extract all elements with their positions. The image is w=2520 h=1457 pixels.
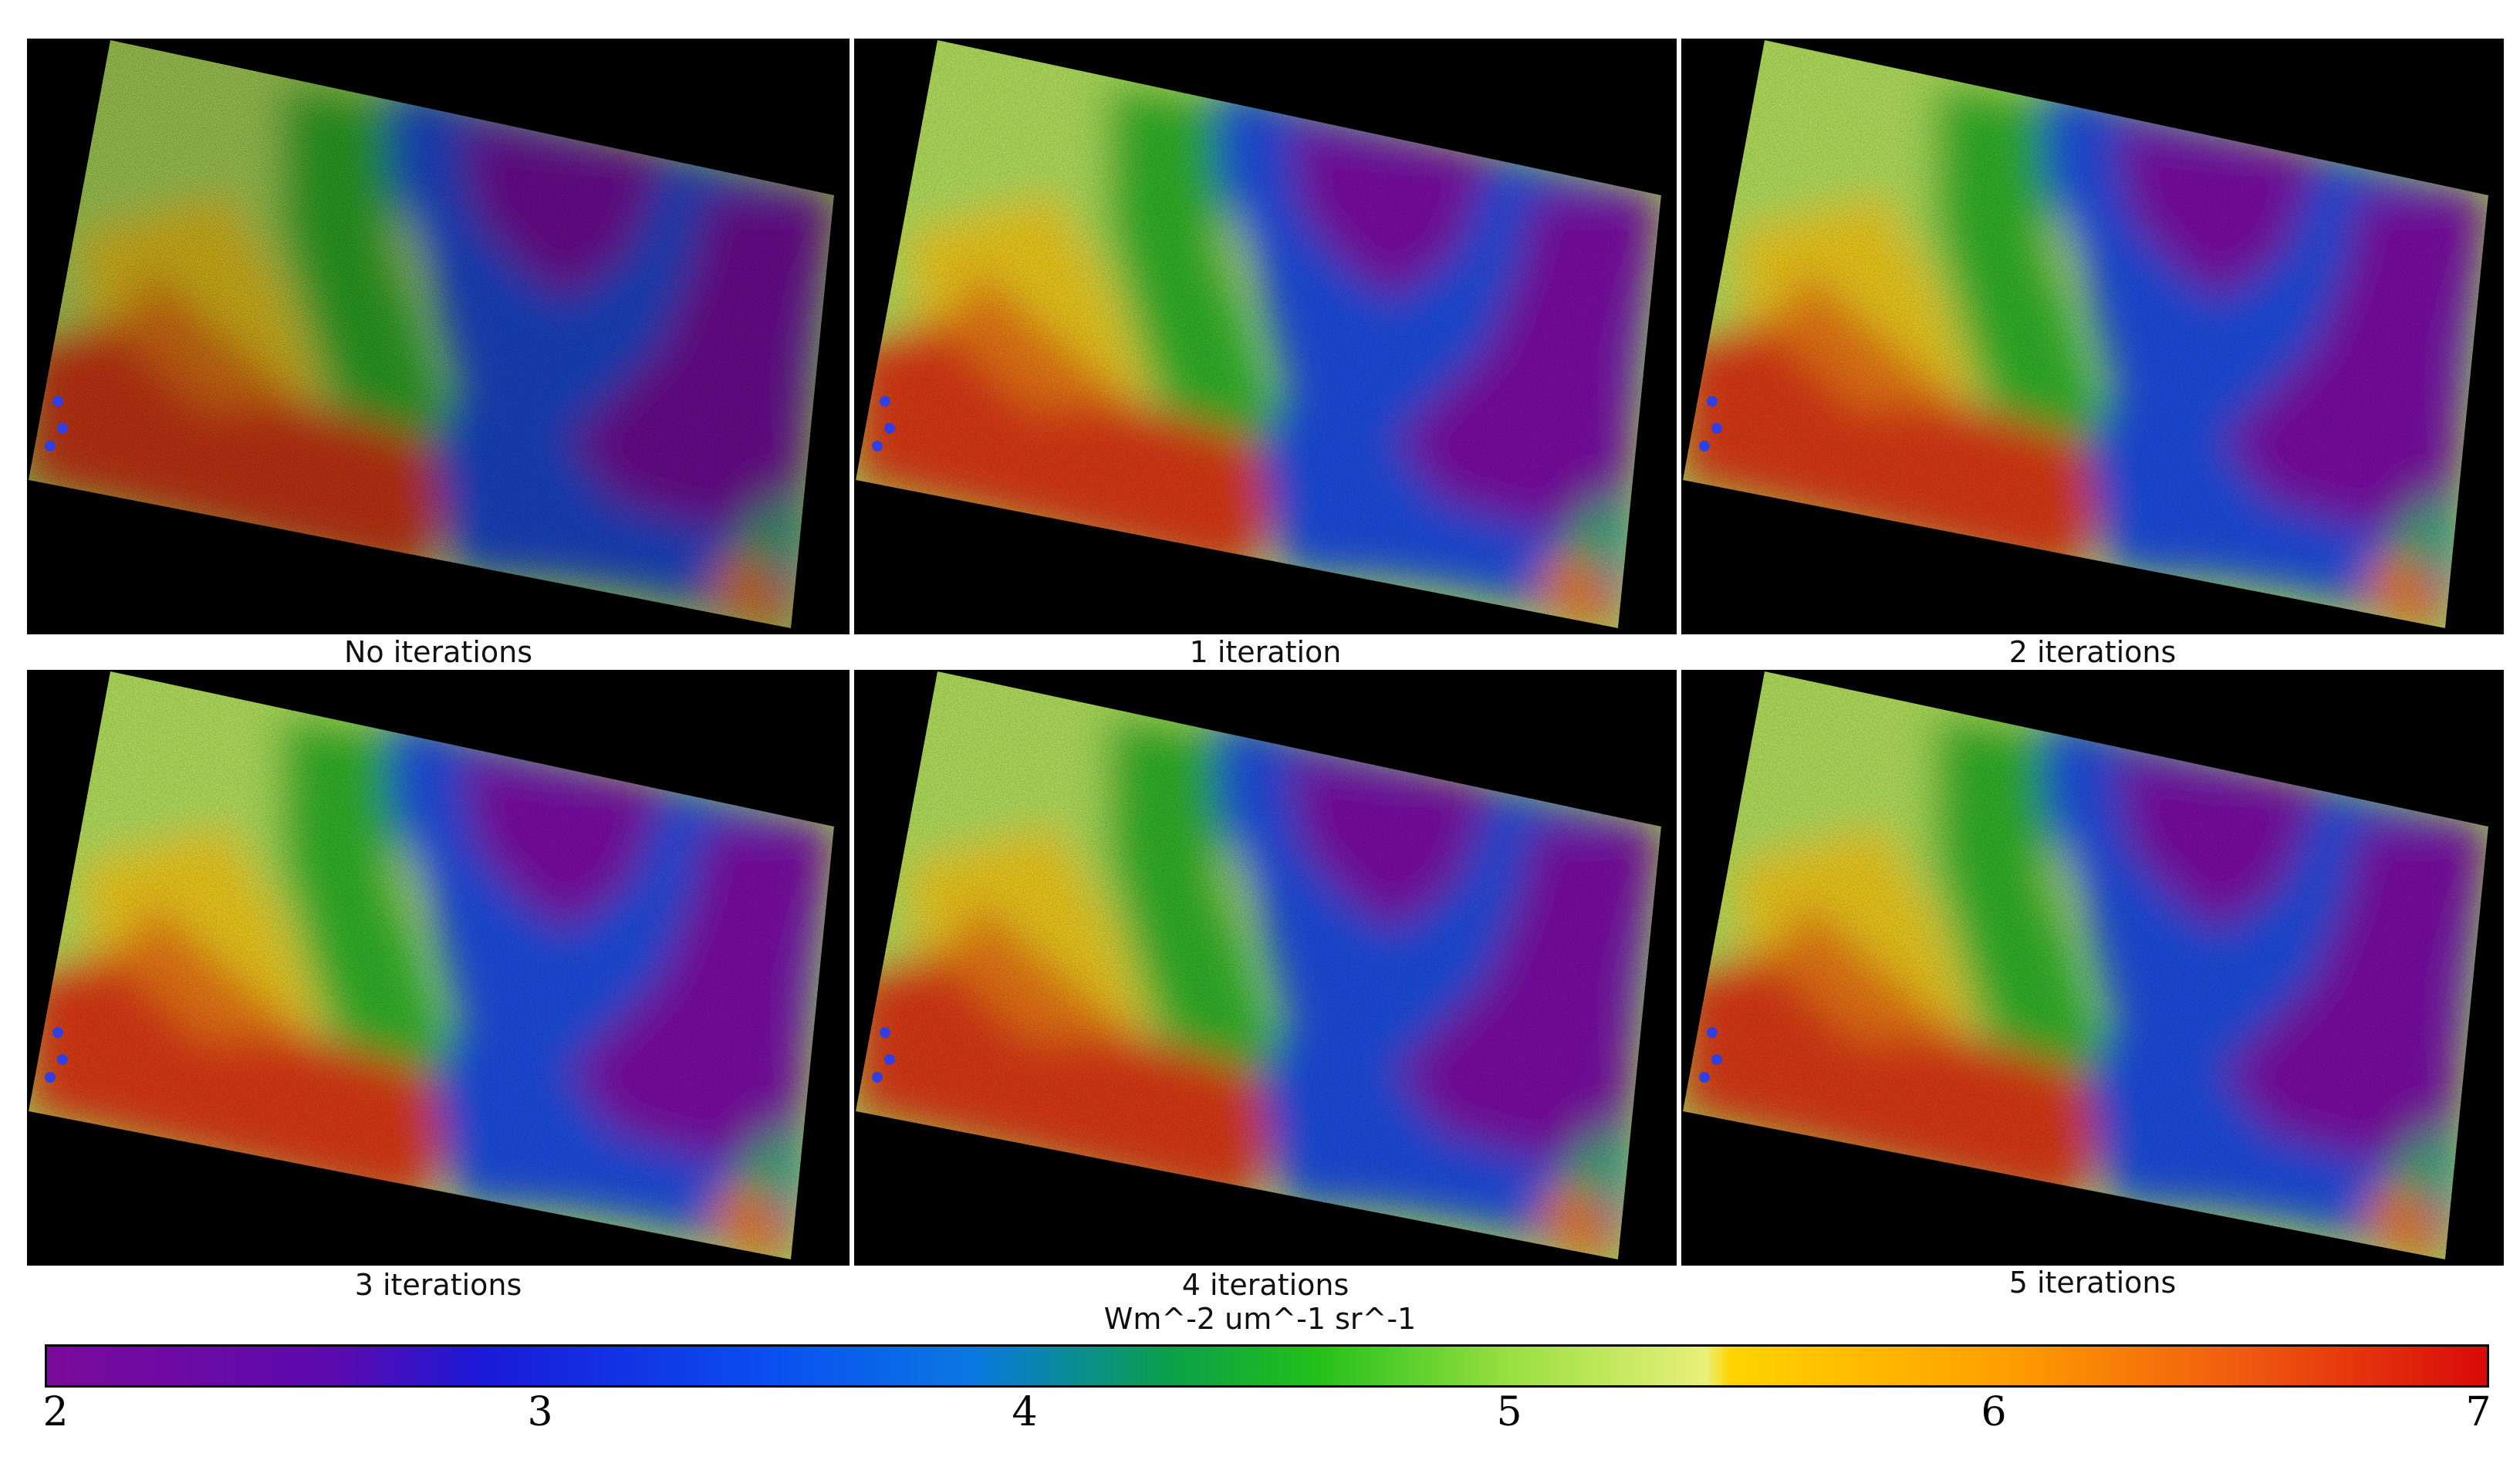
feature-spot — [45, 1072, 56, 1083]
colorbar — [45, 1344, 2489, 1388]
map-image — [1681, 39, 2504, 634]
colorbar-tick-label: 7 — [2465, 1389, 2491, 1435]
colorbar-unit-label: Wm^-2 um^-1 sr^-1 — [1103, 1302, 1417, 1336]
feature-spot — [880, 396, 890, 407]
map-image — [1681, 670, 2504, 1266]
caption-3-iterations: 3 iterations — [354, 1268, 522, 1302]
feature-spot — [884, 423, 895, 434]
panel-3-iterations — [27, 670, 850, 1266]
colorbar-tick-label: 4 — [1012, 1389, 1038, 1435]
feature-spot — [52, 396, 63, 407]
map-image — [854, 670, 1677, 1266]
feature-spot — [1699, 441, 1710, 451]
feature-spot — [1711, 1054, 1722, 1065]
colorbar-tick-label: 2 — [42, 1389, 69, 1435]
panel-1-iteration — [854, 39, 1677, 634]
feature-spot — [52, 1027, 63, 1038]
feature-spot — [884, 1054, 895, 1065]
panel-5-iterations — [1681, 670, 2504, 1266]
feature-spot — [57, 423, 68, 434]
panel-no-iterations — [27, 39, 850, 634]
caption-no-iterations: No iterations — [343, 635, 533, 669]
feature-spot — [872, 1072, 883, 1083]
caption-4-iterations: 4 iterations — [1181, 1268, 1350, 1302]
feature-spot — [57, 1054, 68, 1065]
caption-5-iterations: 5 iterations — [2008, 1266, 2177, 1300]
colorbar-tick-label: 3 — [527, 1389, 553, 1435]
panel-2-iterations — [1681, 39, 2504, 634]
feature-spot — [1711, 423, 1722, 434]
panel-4-iterations — [854, 670, 1677, 1266]
map-image — [27, 670, 850, 1266]
feature-spot — [1707, 396, 1718, 407]
map-image — [854, 39, 1677, 634]
caption-2-iterations: 2 iterations — [2008, 635, 2177, 669]
feature-spot — [45, 441, 56, 451]
colorbar-tick-label: 5 — [1496, 1389, 1522, 1435]
colorbar-tick-label: 6 — [1981, 1389, 2007, 1435]
feature-spot — [1699, 1072, 1710, 1083]
feature-spot — [880, 1027, 890, 1038]
caption-1-iteration: 1 iteration — [1189, 635, 1342, 669]
feature-spot — [1707, 1027, 1718, 1038]
feature-spot — [872, 441, 883, 451]
map-image — [27, 39, 850, 634]
